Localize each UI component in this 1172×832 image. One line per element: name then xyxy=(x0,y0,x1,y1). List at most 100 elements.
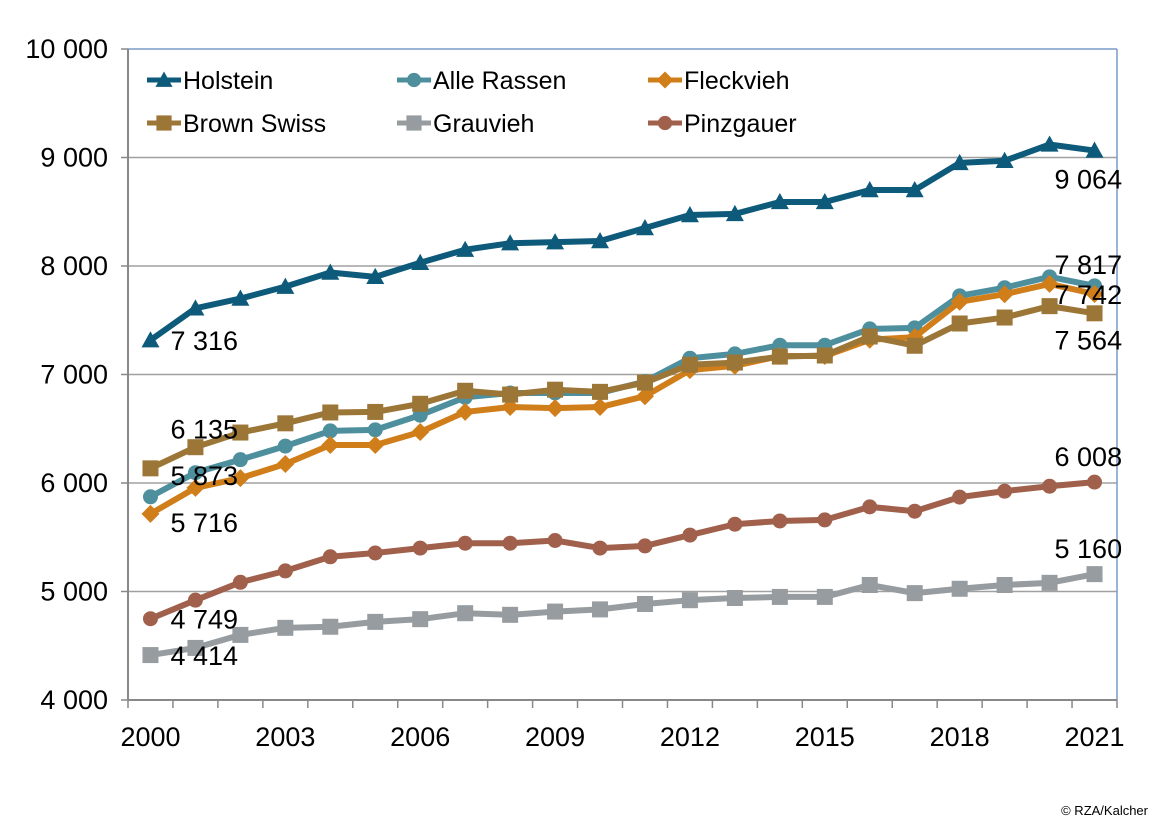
data-labels: 7 316 9 064 5 873 7 817 5 716 7 742 6 135 7 564… xyxy=(170,165,1122,672)
data-point-pinzgauer xyxy=(637,538,653,554)
data-point-grauvieh xyxy=(861,576,878,593)
data-point-grauvieh xyxy=(592,601,609,618)
data-point-fleckvieh xyxy=(1085,284,1104,303)
legend-item-grauvieh: Grauvieh xyxy=(397,110,534,138)
data-label-alle-rassen-first: 5 873 xyxy=(170,461,238,491)
data-point-brown-swiss xyxy=(142,460,159,477)
data-point-fleckvieh xyxy=(141,504,160,523)
x-tick-label: 2006 xyxy=(390,722,450,752)
data-point-grauvieh xyxy=(636,595,653,612)
x-tick-label: 2003 xyxy=(255,722,315,752)
legend-item-pinzgauer: Pinzgauer xyxy=(648,110,797,138)
x-tick-label: 2015 xyxy=(795,722,855,752)
data-point-pinzgauer xyxy=(727,516,743,532)
series-brown-swiss xyxy=(142,298,1103,477)
legend-marker-square-icon xyxy=(156,115,172,131)
x-tick-label: 2012 xyxy=(660,722,720,752)
data-point-brown-swiss xyxy=(187,439,204,456)
series-layer xyxy=(141,135,1104,664)
y-tick-label: 7 000 xyxy=(40,360,108,390)
data-point-pinzgauer xyxy=(142,611,158,627)
data-point-brown-swiss xyxy=(1041,298,1058,315)
data-point-brown-swiss xyxy=(592,383,609,400)
data-point-fleckvieh xyxy=(950,292,969,311)
data-point-fleckvieh xyxy=(591,398,610,417)
data-point-holstein xyxy=(860,181,879,198)
data-point-fleckvieh xyxy=(995,285,1014,304)
data-label-brown-swiss-last: 7 564 xyxy=(1055,325,1123,355)
data-point-pinzgauer xyxy=(682,527,698,543)
y-tick-label: 4 000 xyxy=(40,685,108,715)
x-tick-label: 2009 xyxy=(525,722,585,752)
legend-item-brown-swiss: Brown Swiss xyxy=(147,110,326,138)
series-line-grauvieh xyxy=(150,571,1096,659)
data-point-fleckvieh xyxy=(411,423,430,442)
data-point-pinzgauer xyxy=(862,499,878,515)
data-point-grauvieh xyxy=(906,585,923,602)
data-point-grauvieh xyxy=(681,592,698,609)
data-point-holstein xyxy=(950,153,969,171)
data-point-holstein xyxy=(1085,141,1104,158)
legend-label: Pinzgauer xyxy=(684,110,797,138)
legend-marker-circle-icon xyxy=(657,115,673,131)
axes: 4 000 5 000 6 000 7 000 8 000 9 000 10 000 2000… xyxy=(25,34,1124,752)
data-point-holstein xyxy=(546,233,565,250)
data-point-brown-swiss xyxy=(232,424,249,441)
data-point-pinzgauer xyxy=(457,535,473,551)
copyright-credit: © RZA/Kalcher xyxy=(1061,803,1148,818)
legend-label: Grauvieh xyxy=(433,110,534,138)
data-point-brown-swiss xyxy=(771,348,788,365)
data-point-grauvieh xyxy=(547,603,564,620)
legend-label: Alle Rassen xyxy=(433,67,566,95)
legend-marker-circle-icon xyxy=(406,72,422,88)
data-point-grauvieh xyxy=(771,588,788,605)
data-point-pinzgauer xyxy=(997,483,1013,499)
data-label-holstein-first: 7 316 xyxy=(170,326,238,356)
data-point-brown-swiss xyxy=(502,386,519,403)
data-point-pinzgauer xyxy=(277,563,293,579)
data-point-pinzgauer xyxy=(1087,474,1103,490)
data-point-fleckvieh xyxy=(546,399,565,418)
series-line-holstein xyxy=(148,141,1095,343)
data-point-pinzgauer xyxy=(412,540,428,556)
data-point-fleckvieh xyxy=(186,478,205,497)
data-point-grauvieh xyxy=(457,605,474,622)
legend-item-holstein: Holstein xyxy=(147,67,273,95)
data-point-holstein xyxy=(456,240,475,257)
data-point-brown-swiss xyxy=(816,347,833,364)
data-point-alle-rassen xyxy=(322,423,338,439)
x-tick-label: 2018 xyxy=(930,722,990,752)
data-point-brown-swiss xyxy=(322,404,339,421)
data-point-pinzgauer xyxy=(187,592,203,608)
data-point-grauvieh xyxy=(142,647,159,664)
data-point-alle-rassen xyxy=(142,489,158,505)
legend-label: Brown Swiss xyxy=(183,110,326,138)
gridlines xyxy=(128,156,1117,593)
data-point-holstein xyxy=(680,206,699,223)
series-line-brown-swiss xyxy=(149,303,1095,472)
series-holstein xyxy=(141,135,1104,348)
data-label-pinzgauer-last: 6 008 xyxy=(1055,442,1123,472)
series-pinzgauer xyxy=(142,474,1103,627)
data-point-brown-swiss xyxy=(457,382,474,399)
data-point-grauvieh xyxy=(951,580,968,597)
series-grauvieh xyxy=(142,566,1103,664)
y-tick-label: 9 000 xyxy=(40,143,108,173)
data-point-alle-rassen xyxy=(277,438,293,454)
data-point-holstein xyxy=(321,263,340,280)
data-point-holstein xyxy=(501,234,520,251)
data-label-alle-rassen-last: 7 817 xyxy=(1055,250,1123,280)
data-point-holstein xyxy=(635,219,654,236)
data-point-grauvieh xyxy=(726,590,743,607)
data-point-alle-rassen xyxy=(367,422,383,438)
data-point-holstein xyxy=(231,289,250,306)
legend-marker-diamond-icon xyxy=(656,71,674,89)
data-point-holstein xyxy=(276,277,295,294)
data-point-pinzgauer xyxy=(592,540,608,556)
data-point-fleckvieh xyxy=(321,436,340,455)
data-point-grauvieh xyxy=(322,618,339,635)
data-point-pinzgauer xyxy=(322,549,338,565)
data-point-pinzgauer xyxy=(772,513,788,529)
data-point-grauvieh xyxy=(816,588,833,605)
data-point-holstein xyxy=(186,299,205,316)
